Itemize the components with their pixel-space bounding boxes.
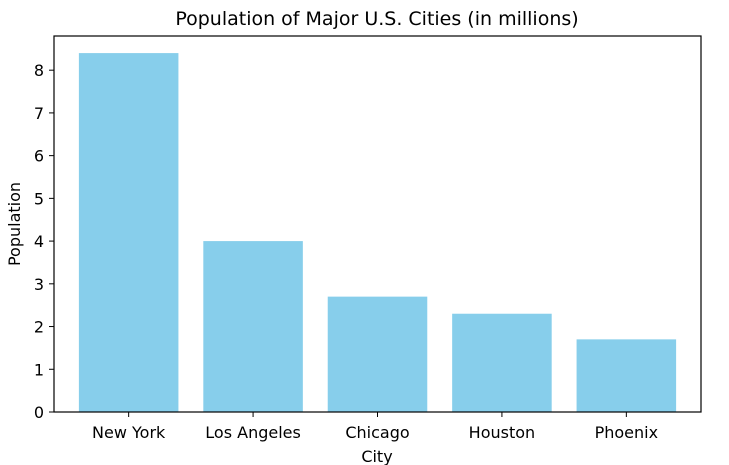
y-tick-label: 3 bbox=[34, 275, 44, 294]
x-tick-label: Houston bbox=[469, 423, 536, 442]
x-axis-label: City bbox=[361, 447, 392, 465]
x-tick-label: Phoenix bbox=[595, 423, 658, 442]
y-axis-label: Population bbox=[5, 182, 24, 266]
y-tick-label: 1 bbox=[34, 360, 44, 379]
y-tick-label: 4 bbox=[34, 232, 44, 251]
y-tick-label: 0 bbox=[34, 403, 44, 422]
x-tick-label: New York bbox=[92, 423, 166, 442]
bar-los-angeles bbox=[203, 241, 303, 412]
bar-chicago bbox=[327, 296, 428, 412]
bar-new-york bbox=[78, 53, 179, 412]
bars-group bbox=[78, 53, 677, 412]
y-tick-label: 7 bbox=[34, 104, 44, 123]
y-tick-label: 2 bbox=[34, 318, 44, 337]
x-axis-ticks: New York Los Angeles Chicago Houston Phoenix bbox=[92, 412, 658, 442]
plot-frame bbox=[53, 35, 702, 413]
y-axis-ticks: 0 1 2 3 4 5 6 7 8 bbox=[34, 61, 54, 422]
bar-phoenix bbox=[576, 339, 677, 412]
y-tick-label: 8 bbox=[34, 61, 44, 80]
x-tick-label: Chicago bbox=[345, 423, 409, 442]
bar-houston bbox=[452, 313, 552, 412]
x-tick-label: Los Angeles bbox=[205, 423, 301, 442]
chart-title: Population of Major U.S. Cities (in mill… bbox=[175, 8, 578, 30]
y-tick-label: 5 bbox=[34, 189, 44, 208]
y-tick-label: 6 bbox=[34, 147, 44, 166]
